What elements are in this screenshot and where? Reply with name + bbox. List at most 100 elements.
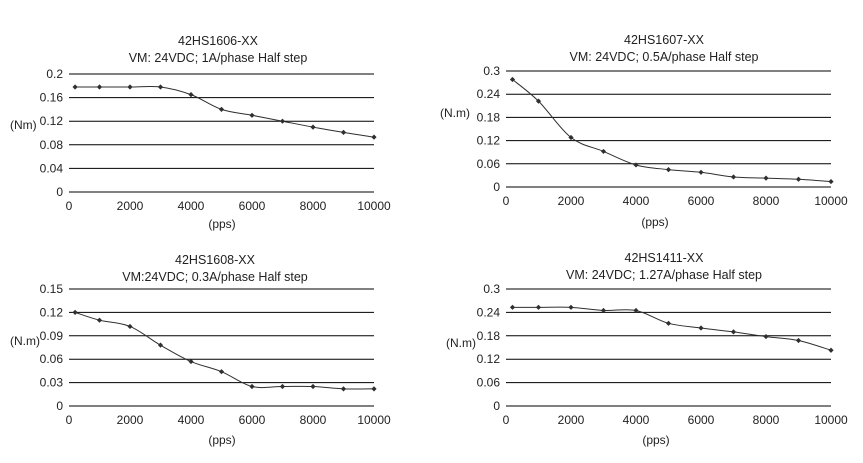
chart-3-xtick-label: 10000 [357, 413, 391, 427]
chart-4-title: 42HS1411-XX [625, 251, 705, 265]
chart-3-plot: 0 0.03 0.06 0.09 0.12 0.15 0 2000 4000 6000 8000 10… [40, 282, 391, 427]
chart-4-data-point [795, 337, 802, 344]
chart-4-xtick-label: 6000 [688, 413, 715, 427]
chart-1-data-point [279, 118, 286, 124]
chart-4-subtitle: VM: 24VDC; 1.27A/phase Half step [566, 268, 762, 282]
chart-2-ytick-label: 0 [493, 180, 500, 194]
chart-2-data-point [633, 162, 639, 168]
chart-2-data-point [763, 175, 769, 181]
chart-2-data-point [600, 148, 607, 155]
chart-2: 42HS1607-XX VM: 24VDC; 0.5A/phase Half s… [440, 33, 848, 229]
chart-2-data-point [795, 176, 802, 182]
chart-1-data-point [127, 84, 133, 90]
chart-2-subtitle: VM: 24VDC; 0.5A/phase Half step [570, 50, 759, 64]
chart-4-data-point [698, 325, 704, 331]
chart-1-title: 42HS1606-XX [178, 34, 259, 48]
chart-1-data-point [72, 84, 78, 90]
chart-2-ylabel: (N.m) [440, 106, 470, 120]
chart-2-ytick-label: 0.18 [477, 110, 501, 124]
chart-3-ytick-label: 0.12 [40, 305, 64, 319]
chart-1-data-point [249, 112, 255, 118]
chart-4-data-point [633, 307, 639, 314]
chart-2-xtick-label: 0 [503, 194, 510, 208]
chart-4-xtick-label: 0 [503, 413, 510, 427]
chart-3-ytick-label: 0 [56, 399, 63, 413]
chart-4-plot: 0 0.06 0.12 0.18 0.24 0.3 0 2000 4000 6000 8000 100… [477, 282, 848, 427]
chart-3-data-point [310, 383, 316, 390]
chart-1-xtick-label: 10000 [357, 199, 391, 213]
chart-4-data-point [665, 320, 672, 326]
chart-1-data-point [218, 106, 225, 112]
chart-4-xlabel: (pps) [642, 433, 669, 447]
chart-3-ytick-label: 0.03 [40, 376, 64, 390]
chart-1-subtitle: VM: 24VDC; 1A/phase Half step [129, 51, 308, 65]
chart-3-xtick-label: 8000 [300, 413, 327, 427]
chart-1-xtick-label: 8000 [300, 199, 327, 213]
chart-3-xtick-label: 0 [66, 413, 73, 427]
chart-4-ytick-label: 0.18 [477, 329, 501, 343]
chart-2-xtick-label: 8000 [753, 194, 780, 208]
chart-1-ytick-label: 0 [56, 185, 63, 199]
chart-1-ytick-label: 0.04 [40, 161, 64, 175]
chart-2-data-point [698, 169, 704, 175]
chart-1-ylabel: (Nm) [10, 118, 37, 132]
chart-3: 42HS1608-XX VM:24VDC; 0.3A/phase Half st… [10, 253, 391, 447]
chart-1-xtick-label: 4000 [178, 199, 205, 213]
chart-1-xlabel: (pps) [208, 217, 235, 231]
chart-1-data-point [188, 92, 194, 98]
chart-3-title: 42HS1608-XX [175, 253, 256, 267]
chart-3-data-point [157, 342, 164, 348]
chart-4-xtick-label: 4000 [623, 413, 650, 427]
chart-2-title: 42HS1607-XX [624, 33, 705, 47]
chart-4-ytick-label: 0.3 [483, 282, 500, 296]
chart-3-xlabel: (pps) [208, 433, 235, 447]
chart-1-data-point [310, 124, 316, 130]
chart-3-data-point [249, 383, 255, 390]
chart-4-data-point [828, 347, 834, 353]
chart-2-data-point [730, 174, 737, 180]
chart-1-data-point [157, 84, 164, 90]
chart-3-data-point [279, 383, 286, 390]
chart-3-subtitle: VM:24VDC; 0.3A/phase Half step [122, 270, 308, 284]
chart-4-ytick-label: 0.06 [477, 376, 501, 390]
chart-4-xtick-label: 8000 [753, 413, 780, 427]
chart-4: 42HS1411-XX VM: 24VDC; 1.27A/phase Half … [446, 251, 848, 447]
chart-1-ytick-label: 0.12 [40, 114, 64, 128]
chart-4-data-point [600, 307, 607, 314]
chart-2-data-point [509, 76, 516, 83]
chart-3-series-line [74, 311, 375, 390]
chart-4-data-point [509, 304, 516, 310]
chart-4-ylabel: (N.m) [446, 336, 476, 350]
chart-4-data-point [535, 304, 542, 310]
chart-4-ytick-label: 0.12 [477, 352, 501, 366]
chart-3-ytick-label: 0.06 [40, 352, 64, 366]
chart-2-ytick-label: 0.06 [477, 157, 501, 171]
chart-1-ytick-label: 0.16 [40, 91, 64, 105]
chart-4-ytick-label: 0 [493, 399, 500, 413]
chart-4-xtick-label: 2000 [558, 413, 585, 427]
chart-3-ytick-label: 0.09 [40, 329, 64, 343]
chart-3-ylabel: (N.m) [10, 334, 40, 348]
chart-2-data-point [568, 134, 574, 141]
chart-3-xtick-label: 6000 [239, 413, 266, 427]
chart-3-xtick-label: 4000 [178, 413, 205, 427]
chart-4-data-point [763, 333, 769, 340]
chart-3-ytick-label: 0.15 [40, 282, 64, 296]
chart-1-xtick-label: 0 [66, 199, 73, 213]
chart-3-data-point [96, 317, 103, 323]
chart-3-data-point [127, 323, 133, 330]
chart-2-ytick-label: 0.12 [477, 134, 501, 148]
chart-1-data-point [96, 84, 103, 90]
chart-2-data-point [535, 98, 542, 104]
chart-2-xlabel: (pps) [641, 215, 668, 229]
chart-3-data-point [371, 386, 377, 392]
chart-2-ytick-label: 0.3 [483, 64, 500, 78]
chart-2-xtick-label: 2000 [558, 194, 585, 208]
chart-3-data-point [188, 358, 194, 365]
chart-2-xtick-label: 4000 [623, 194, 650, 208]
chart-1-series-line [75, 85, 375, 138]
chart-3-data-point [340, 386, 347, 392]
chart-1-xtick-label: 2000 [117, 199, 144, 213]
chart-2-ytick-label: 0.24 [477, 87, 501, 101]
